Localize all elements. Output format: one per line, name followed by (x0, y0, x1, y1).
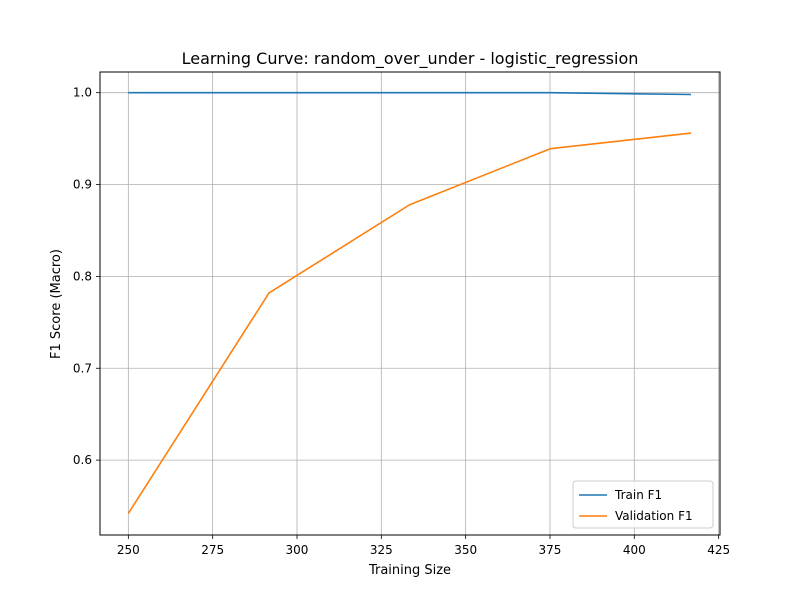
y-tick-label: 0.8 (73, 269, 92, 283)
legend-label-train-f1: Train F1 (614, 488, 662, 502)
x-tick-label: 325 (370, 543, 393, 557)
x-tick-label: 250 (117, 543, 140, 557)
x-tick-label: 300 (286, 543, 309, 557)
x-tick-label: 425 (707, 543, 730, 557)
chart-title: Learning Curve: random_over_under - logi… (182, 49, 639, 69)
y-tick-label: 1.0 (73, 86, 92, 100)
x-tick-label: 400 (623, 543, 646, 557)
series-layer (127, 91, 692, 514)
legend-label-validation-f1: Validation F1 (615, 509, 693, 523)
series-line-validation-f1 (127, 132, 692, 514)
legend: Train F1 Validation F1 (572, 480, 714, 529)
legend-box (572, 480, 714, 529)
tick-layer: 250 275 300 325 350 375 400 425 0.6 0.7 0.8 0.9 1.0 (73, 86, 730, 557)
x-tick-label: 350 (454, 543, 477, 557)
x-tick-label: 275 (201, 543, 224, 557)
grid-layer (100, 72, 720, 535)
plot-frame (99, 71, 721, 536)
y-axis-label: F1 Score (Macro) (49, 249, 64, 359)
y-tick-label: 0.6 (73, 453, 92, 467)
x-axis-label: Training Size (368, 563, 451, 578)
x-tick-label: 375 (539, 543, 562, 557)
series-line-train-f1 (128, 91, 692, 96)
y-tick-label: 0.9 (73, 178, 92, 192)
y-tick-label: 0.7 (73, 361, 92, 375)
